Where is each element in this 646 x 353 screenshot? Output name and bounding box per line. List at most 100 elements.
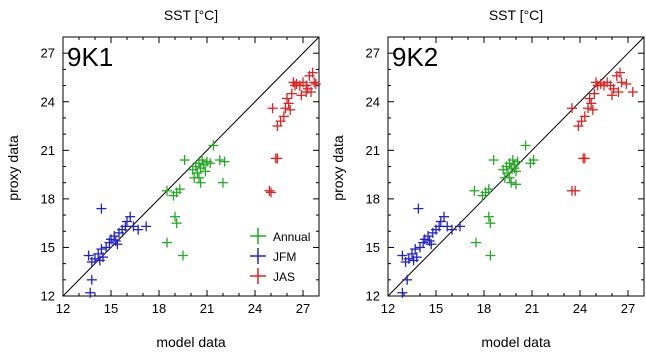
panel-2-x-tick-label: 12 [381, 301, 395, 316]
panel-2-point-jfm [447, 224, 457, 235]
panel-2-point-jfm [410, 244, 421, 255]
panel-9k1: SST [°C] proxy data model data 9K1 12 15 1… [5, 7, 321, 350]
panel-1-point-jfm [94, 255, 105, 266]
panel-1-point-annual [219, 156, 230, 167]
panel-2-point-annual [504, 172, 515, 183]
panel-1-x-tick-label: 12 [56, 301, 70, 316]
panel-1-point-annual [174, 184, 185, 195]
panel-1-point-annual [218, 177, 228, 188]
panel-1-point-jfm [85, 287, 96, 298]
panel-1-point-annual [170, 211, 180, 222]
panel-1-point-jfm [96, 203, 107, 214]
panel-2-y-tick-label: 15 [366, 240, 380, 255]
panel-2-point-jas [589, 88, 600, 99]
panel-2-y-tick-label: 12 [366, 289, 380, 304]
panel-1-y-tick-label: 12 [41, 289, 55, 304]
panel-2-x-tick-label: 15 [429, 301, 443, 316]
panel-2-point-jfm [397, 287, 408, 298]
legend-entry-jfm: JFM [250, 248, 296, 264]
panel-2-point-annual [520, 140, 531, 151]
panel-2-point-jas [613, 87, 624, 98]
panel-2-title: SST [°C] [489, 7, 543, 23]
panel-2-point-jas [579, 111, 590, 122]
panel-1-point-annual [205, 158, 216, 169]
legend: Annual JFM JAS [250, 228, 310, 284]
panel-2-point-jas [587, 104, 598, 115]
panel-2-label: 9K2 [392, 42, 438, 72]
panel-2-y-axis-label: proxy data [330, 135, 346, 201]
panel-2-x-tick-label: 21 [525, 301, 539, 316]
panel-1-title: SST [°C] [164, 7, 218, 23]
panel-1-point-jfm [125, 211, 136, 222]
panel-1-point-annual [208, 140, 219, 151]
panel-1-y-axis-label: proxy data [5, 135, 21, 201]
panel-2-point-jas [627, 87, 638, 98]
panel-2-point-jas [584, 93, 595, 104]
panel-2-x-tick-label: 27 [621, 301, 635, 316]
panel-2-point-jfm [439, 211, 449, 222]
panel-1-point-annual [200, 166, 211, 177]
panel-1-point-jas [267, 103, 278, 114]
panel-2-point-jfm [413, 203, 424, 214]
panel-1-point-jas [309, 77, 320, 88]
panel-1-point-jas [285, 104, 296, 115]
panel-2-point-annual [512, 156, 523, 167]
panel-1-x-tick-label: 21 [200, 301, 214, 316]
panel-1-point-annual [171, 218, 182, 229]
panel-2-point-annual [488, 155, 499, 166]
panel-2-point-jas [567, 103, 577, 114]
panel-1-ticks: 12 15 18 21 24 27 12 15 18 21 24 27 [41, 36, 320, 316]
panel-9k2: SST [°C] proxy data model data 9K2 12 15 1… [330, 7, 645, 350]
panel-2-x-axis-label: model data [481, 334, 550, 350]
panel-1-y-tick-label: 24 [41, 94, 55, 109]
legend-label-jas: JAS [273, 270, 295, 284]
panel-1-point-jfm [133, 224, 144, 235]
panel-1-y-tick-label: 18 [41, 191, 55, 206]
panel-1-point-jas [286, 88, 297, 99]
panel-1-point-jas [310, 78, 321, 89]
panel-2-x-tick-label: 18 [477, 301, 491, 316]
panel-1-x-tick-label: 27 [296, 301, 310, 316]
panel-2-point-jfm [397, 250, 408, 261]
panel-2-point-jas [591, 77, 601, 88]
panel-1-point-jas [283, 98, 294, 109]
panel-1-point-jas [282, 93, 292, 104]
panel-1-y-tick-label: 21 [41, 143, 55, 158]
panel-1-x-tick-label: 18 [152, 301, 166, 316]
panel-2-point-jfm [426, 239, 437, 250]
panel-1-point-jas [307, 67, 318, 78]
panel-1-point-annual [162, 237, 172, 248]
panel-2-point-annual [471, 237, 481, 248]
panel-2-point-annual [511, 179, 521, 190]
panel-2-ticks: 12 15 18 21 24 27 12 15 18 21 24 27 [366, 36, 645, 316]
panel-1-x-tick-label: 24 [248, 301, 262, 316]
panel-2-point-annual [528, 155, 539, 166]
panel-1-point-jas [278, 111, 289, 122]
panel-1-point-annual [178, 250, 188, 261]
panel-2-point-annual [483, 184, 494, 195]
legend-label-jfm: JFM [273, 250, 296, 264]
panel-2-point-jas [615, 67, 625, 78]
panel-2-point-annual [506, 177, 517, 188]
panel-2-y-tick-label: 27 [366, 46, 380, 61]
panel-1-y-tick-label: 15 [41, 240, 55, 255]
panel-1-point-jas [272, 153, 283, 164]
panel-1-point-annual [195, 177, 206, 188]
panel-1-point-annual [194, 172, 204, 183]
legend-entry-jas: JAS [250, 268, 295, 284]
panel-2-point-annual [507, 155, 518, 166]
panel-2-point-jas [607, 90, 617, 101]
legend-entry-annual: Annual [250, 228, 310, 244]
panel-2-point-annual [469, 185, 480, 196]
panel-2-y-tick-label: 24 [366, 94, 380, 109]
panel-2-y-axis-label-group: proxy data [330, 135, 346, 201]
panel-2-point-annual [509, 163, 520, 174]
panel-2-point-annual [483, 211, 494, 222]
panel-2-y-tick-label: 21 [366, 143, 380, 158]
panel-2-point-annual [485, 250, 496, 261]
panel-2-point-annual [485, 218, 496, 229]
panel-2-point-jas [616, 77, 627, 88]
panel-1-point-jfm [141, 221, 152, 232]
panel-1-points [83, 67, 321, 298]
